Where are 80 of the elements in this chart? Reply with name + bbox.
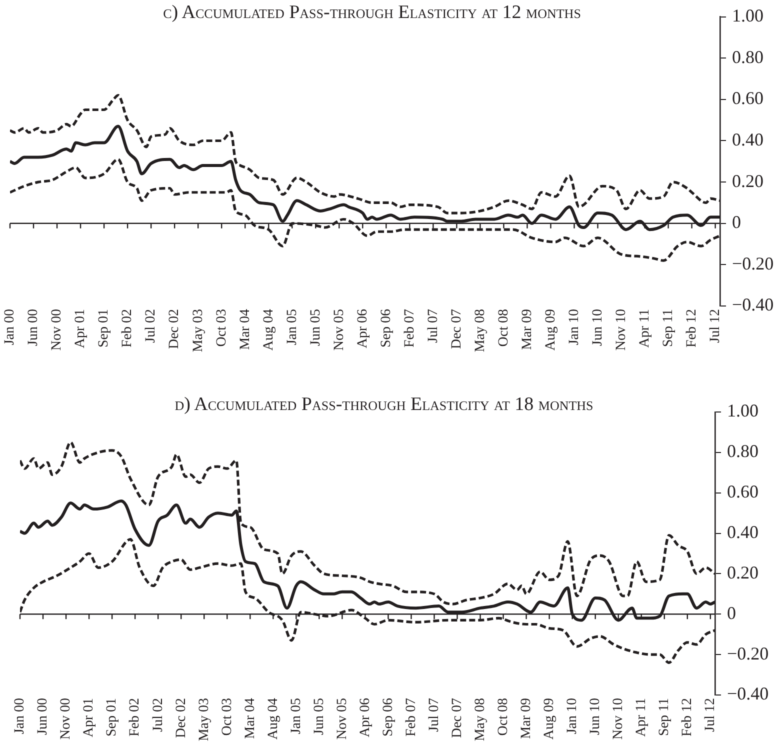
x-tick-label: Oct 08 — [496, 698, 511, 736]
x-tick-label: Nov 05 — [332, 309, 347, 351]
x-tick-label: Mar 04 — [238, 309, 253, 350]
x-tick-label: May 08 — [472, 698, 488, 742]
y-tick-label: 0.60 — [732, 88, 764, 108]
x-tick-label: Jun 00 — [36, 698, 51, 735]
x-tick-label: Apr 01 — [73, 309, 88, 348]
x-tick-label: Oct 08 — [496, 309, 512, 347]
y-tick-label: 0.60 — [727, 482, 758, 502]
y-tick-label: −0.40 — [732, 294, 774, 315]
x-tick-label: May 08 — [472, 309, 488, 352]
x-tick-label: Sep 11 — [660, 309, 676, 347]
x-tick-label: Dec 02 — [167, 309, 182, 350]
x-tick-label: Mar 04 — [242, 698, 258, 739]
x-tick-label: Jan 00 — [2, 309, 18, 346]
x-tick-label: Aug 09 — [543, 309, 558, 351]
x-tick-label: Sep 06 — [380, 698, 396, 736]
x-tick-label: Jul 02 — [144, 309, 159, 343]
x-tick-label: Jun 05 — [308, 309, 324, 346]
x-tick-label: Nov 10 — [614, 309, 629, 351]
x-tick-label: Jul 02 — [150, 698, 166, 732]
x-tick-label: Feb 02 — [120, 309, 136, 348]
y-tick-label: −0.20 — [727, 643, 769, 664]
y-tick-label: 0 — [727, 602, 736, 623]
x-tick-label: Jan 10 — [566, 309, 582, 346]
chart-title: d) Accumulated Pass-through Elasticity at 18 months — [174, 394, 594, 416]
x-tick-label: Jun 00 — [26, 309, 42, 346]
x-tick-label: Apr 06 — [358, 698, 373, 738]
x-tick-label: Feb 02 — [128, 698, 143, 736]
y-tick-label: 0.80 — [727, 441, 758, 462]
x-tick-label: Feb 07 — [402, 309, 418, 348]
x-tick-label: Aug 09 — [542, 698, 557, 740]
x-tick-label: Jul 12 — [708, 309, 723, 343]
x-tick-label: Feb 07 — [404, 698, 419, 736]
x-tick-label: Sep 01 — [104, 698, 120, 736]
x-tick-label: Mar 09 — [518, 698, 534, 739]
x-tick-label: Jan 10 — [564, 698, 580, 734]
x-tick-label: Dec 07 — [450, 698, 465, 738]
y-tick-label: 1.00 — [732, 6, 764, 26]
x-tick-label: Feb 12 — [684, 309, 700, 348]
x-tick-label: Jan 05 — [284, 309, 300, 346]
x-tick-label: Nov 00 — [50, 309, 65, 351]
x-tick-label: Oct 03 — [220, 698, 235, 736]
x-tick-label: Mar 09 — [520, 309, 535, 350]
x-tick-label: Jul 07 — [426, 309, 441, 343]
x-tick-label: Apr 06 — [355, 309, 370, 348]
x-tick-label: Jul 12 — [703, 698, 718, 732]
x-tick-label: Sep 11 — [657, 698, 672, 736]
x-tick-label: Jun 10 — [588, 698, 604, 735]
x-tick-label: Oct 03 — [214, 309, 230, 347]
x-tick-label: Dec 02 — [174, 698, 189, 738]
x-tick-label: May 03 — [196, 698, 212, 742]
chart-title: c) Accumulated Pass-through Elasticity at 12 months — [163, 2, 581, 24]
x-tick-label: Sep 06 — [378, 309, 394, 348]
x-tick-label: May 03 — [190, 309, 206, 352]
x-tick-label: Dec 07 — [449, 309, 464, 350]
y-tick-label: 0.20 — [727, 562, 758, 582]
x-tick-label: Apr 01 — [82, 698, 97, 738]
x-tick-label: Jun 05 — [312, 698, 327, 735]
x-tick-label: Apr 11 — [637, 309, 652, 348]
y-tick-label: 0.40 — [727, 522, 758, 542]
y-tick-label: 0.80 — [732, 46, 764, 67]
y-tick-label: −0.20 — [732, 253, 774, 274]
x-tick-label: Aug 04 — [266, 698, 281, 740]
y-tick-label: 0 — [732, 212, 741, 232]
x-tick-label: Nov 05 — [334, 698, 350, 740]
x-tick-label: Nov 00 — [58, 698, 74, 740]
x-tick-label: Jul 07 — [426, 698, 442, 732]
x-tick-label: Aug 04 — [261, 309, 276, 351]
y-tick-label: 0.40 — [732, 129, 764, 150]
x-tick-label: Jan 05 — [288, 698, 304, 734]
x-tick-label: Apr 11 — [634, 698, 650, 737]
y-tick-label: 0.20 — [732, 170, 764, 191]
x-tick-label: Jun 10 — [590, 309, 606, 346]
x-tick-label: Nov 10 — [611, 698, 626, 740]
y-tick-label: 1.00 — [727, 400, 758, 421]
x-tick-label: Sep 01 — [96, 309, 112, 348]
x-tick-label: Feb 12 — [680, 698, 696, 736]
x-tick-label: Jan 00 — [12, 698, 28, 734]
y-tick-label: −0.40 — [727, 684, 769, 704]
